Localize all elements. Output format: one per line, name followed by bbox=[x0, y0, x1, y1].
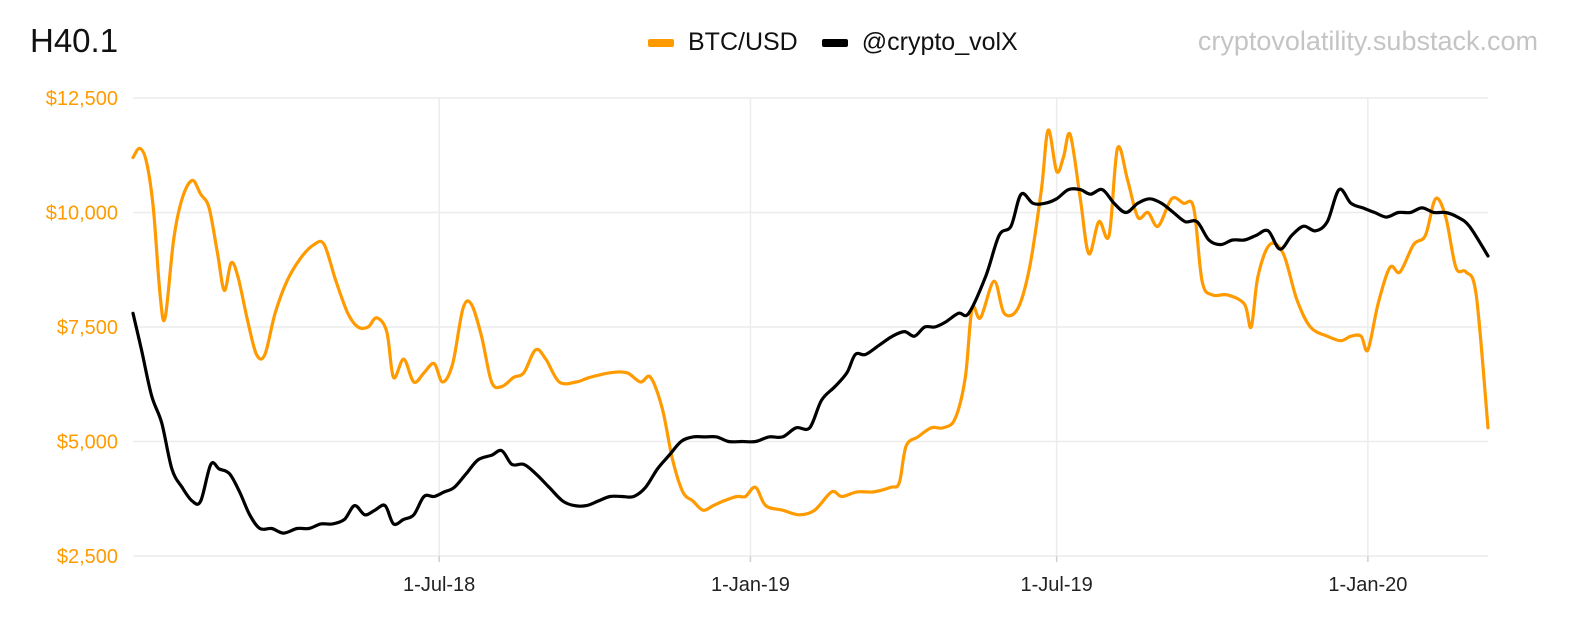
x-tick-label: 1-Jul-19 bbox=[1021, 574, 1093, 596]
x-tick-label: 1-Jan-20 bbox=[1328, 574, 1407, 596]
series-line-btc-usd bbox=[131, 128, 1490, 517]
series-line-crypto-volx bbox=[131, 187, 1490, 535]
gridlines bbox=[133, 97, 1488, 557]
legend-label-btc: BTC/USD bbox=[688, 28, 798, 56]
y-tick-label: $10,000 bbox=[46, 203, 118, 225]
y-tick-label: $7,500 bbox=[57, 317, 118, 339]
legend-item-volx[interactable]: @crypto_volX bbox=[821, 28, 1018, 57]
chart-legend: BTC/USD @crypto_volX bbox=[648, 28, 1018, 57]
legend-label-volx: @crypto_volX bbox=[861, 28, 1018, 56]
x-tick-label: 1-Jul-18 bbox=[403, 574, 475, 596]
y-tick-label: $5,000 bbox=[57, 432, 118, 454]
legend-swatch-btc bbox=[648, 38, 674, 47]
watermark-text: cryptovolatility.substack.com bbox=[1197, 26, 1538, 56]
series-layer bbox=[131, 128, 1490, 535]
y-tick-label: $12,500 bbox=[46, 88, 118, 110]
y-axis: $2,500 $5,000 $7,500 $10,000 $12,500 bbox=[46, 88, 118, 568]
y-tick-label: $2,500 bbox=[57, 546, 118, 568]
x-axis: 1-Jul-18 1-Jan-19 1-Jul-19 1-Jan-20 bbox=[403, 556, 1407, 596]
legend-item-btc[interactable]: BTC/USD bbox=[648, 28, 798, 57]
legend-swatch-volx bbox=[821, 38, 848, 47]
chart-title: H40.1 bbox=[30, 22, 119, 59]
x-tick-label: 1-Jan-19 bbox=[711, 574, 790, 596]
